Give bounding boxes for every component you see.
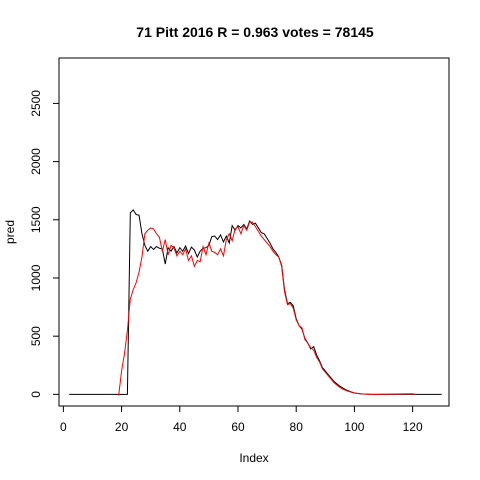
x-axis-label: Index (239, 451, 268, 465)
x-tick-label: 120 (403, 420, 423, 434)
x-tick-label: 0 (60, 420, 67, 434)
x-tick-label: 80 (290, 420, 304, 434)
y-tick-label: 0 (29, 391, 43, 398)
chart-title: 71 Pitt 2016 R = 0.963 votes = 78145 (136, 24, 374, 40)
y-tick-label: 500 (29, 326, 43, 346)
x-axis: 0 20 40 60 80 100 120 (60, 406, 423, 434)
plot-frame (59, 58, 449, 406)
y-tick-label: 1000 (29, 264, 43, 291)
y-tick-label: 2000 (29, 148, 43, 175)
x-tick-label: 100 (344, 420, 364, 434)
x-tick-label: 20 (115, 420, 129, 434)
y-axis: 0 500 1000 1500 2000 2500 (29, 90, 59, 398)
y-axis-label: pred (3, 220, 17, 244)
y-tick-label: 2500 (29, 90, 43, 117)
series-layer (69, 210, 442, 396)
series-line-1 (119, 222, 416, 395)
series-line-0 (69, 210, 442, 394)
x-tick-label: 60 (231, 420, 245, 434)
y-tick-label: 1500 (29, 206, 43, 233)
x-tick-label: 40 (173, 420, 187, 434)
